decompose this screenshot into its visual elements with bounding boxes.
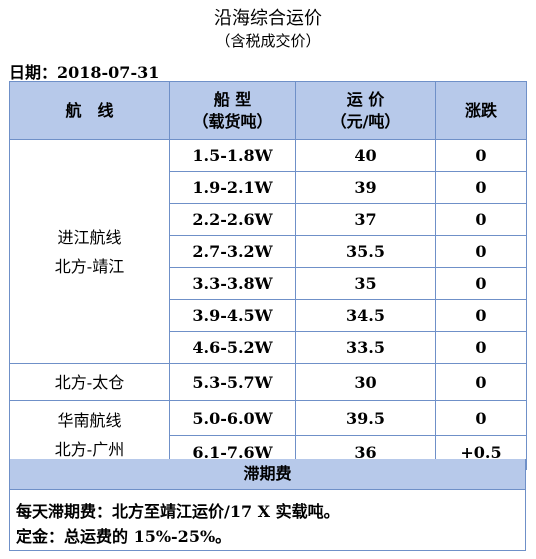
route-label-line2: 北方-广州 [54, 440, 125, 459]
ship-type-cell: 2.7-3.2W [169, 235, 296, 268]
route-cell-taicang: 北方-太仓 [9, 363, 170, 401]
price-cell: 39 [295, 171, 436, 204]
header-ship-type-line1: 船 型 [213, 89, 252, 109]
change-cell: 0 [435, 171, 527, 204]
price-cell: 39.5 [295, 400, 436, 436]
ship-type-cell: 3.3-3.8W [169, 267, 296, 300]
route-label-line1: 北方-太仓 [54, 372, 125, 392]
route-cell-guangzhou: 华南航线 北方-广州 [9, 400, 170, 470]
table-header-row: 航 线 船 型 （载货吨） 运 价 （元/吨） 涨跌 [9, 81, 527, 140]
table-row: 1.9-2.1W 39 0 [10, 171, 527, 204]
ship-type-cell: 2.2-2.6W [169, 203, 296, 236]
route-cell-jingjiang: 进江航线 北方-靖江 [9, 139, 170, 364]
table-row: 进江航线 北方-靖江 1.5-1.8W 40 0 [9, 139, 527, 364]
route-label-line1: 进江航线 [57, 227, 122, 247]
page-title: 沿海综合运价 [214, 8, 322, 29]
table-row: 3.3-3.8W 35 0 [10, 267, 527, 300]
header-change: 涨跌 [435, 81, 527, 140]
price-cell: 34.5 [295, 299, 436, 332]
change-cell: 0 [435, 299, 527, 332]
page-subtitle: （含税成交价） [215, 32, 321, 50]
demurrage-note: 每天滞期费：北方至靖江运价/17 X 实载吨。 [16, 502, 340, 521]
ship-type-cell: 1.9-2.1W [169, 171, 296, 204]
change-cell: 0 [435, 139, 527, 172]
header-price-line2: （元/吨） [330, 111, 401, 131]
ship-type-cell: 5.3-5.7W [169, 363, 296, 401]
freight-rate-table: 航 线 船 型 （载货吨） 运 价 （元/吨） 涨跌 进江航线 北方-靖江 1.… [9, 81, 527, 470]
header-price-line1: 运 价 [346, 89, 385, 109]
table-row: 北方-太仓 5.3-5.7W 30 0 [9, 363, 527, 401]
change-cell: 0 [435, 235, 527, 268]
change-cell: 0 [435, 331, 527, 364]
header-route: 航 线 [9, 81, 170, 140]
deposit-note: 定金：总运费的 15%-25%。 [16, 527, 232, 546]
table-row: 3.9-4.5W 34.5 0 [10, 299, 527, 332]
demurrage-header: 滞期费 [9, 459, 526, 490]
price-cell: 37 [295, 203, 436, 236]
price-cell: 35.5 [295, 235, 436, 268]
change-cell: 0 [435, 363, 527, 401]
table-row: 2.7-3.2W 35.5 0 [10, 235, 527, 268]
header-price: 运 价 （元/吨） [295, 81, 436, 140]
ship-type-cell: 1.5-1.8W [169, 139, 296, 172]
ship-type-cell: 4.6-5.2W [169, 331, 296, 364]
ship-type-cell: 3.9-4.5W [169, 299, 296, 332]
price-cell: 33.5 [295, 331, 436, 364]
price-cell: 30 [295, 363, 436, 401]
price-cell: 35 [295, 267, 436, 300]
ship-type-cell: 5.0-6.0W [169, 400, 296, 436]
header-ship-type: 船 型 （载货吨） [169, 81, 296, 140]
route-label-line1: 华南航线 [57, 411, 122, 430]
change-cell: 0 [435, 203, 527, 236]
change-cell: 0 [435, 267, 527, 300]
table-row: 华南航线 北方-广州 5.0-6.0W 39.5 0 [9, 400, 527, 470]
price-cell: 40 [295, 139, 436, 172]
date-label: 日期：2018-07-31 [9, 63, 160, 82]
change-cell: 0 [435, 400, 527, 436]
route-label-line2: 北方-靖江 [54, 256, 125, 276]
notes-box: 每天滞期费：北方至靖江运价/17 X 实载吨。 定金：总运费的 15%-25%。 [9, 490, 526, 551]
header-ship-type-line2: （载货吨） [192, 111, 273, 131]
